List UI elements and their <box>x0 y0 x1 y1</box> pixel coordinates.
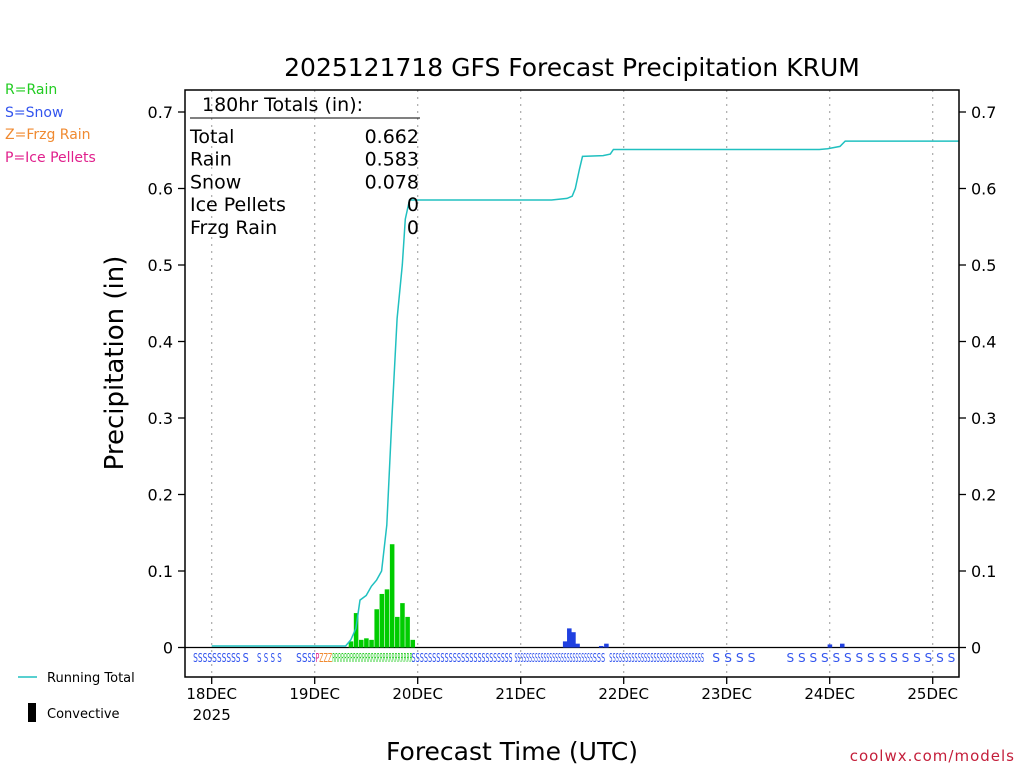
x-tick-label-18dec: 18DEC <box>186 685 237 703</box>
ptype-strip: SSSSSSSSSS S S S S S SSSSPZZZRRRRRRRRRRRRRR… <box>193 651 955 665</box>
y-tick-label-right: 0.4 <box>971 333 996 352</box>
y-tick-label-left: 0.7 <box>148 103 173 122</box>
ptype-legend: R=Rain S=Snow Z=Frzg Rain P=Ice Pellets <box>5 79 96 169</box>
rain-bar <box>348 641 354 648</box>
grid-lines <box>185 90 959 677</box>
y-ticks-left: 0 0.1 0.2 0.3 0.4 0.5 0.6 0.7 <box>148 103 185 658</box>
y-tick-label-right: 0.6 <box>971 180 996 199</box>
rain-bar <box>374 609 379 648</box>
convective-legend-label: Convective <box>47 707 120 722</box>
y-tick-label-right: 0.2 <box>971 486 996 505</box>
ptype-strip-segment: S S S S <box>712 651 755 665</box>
line-legend: Running Total Convective <box>18 671 135 722</box>
totals-rows: Total 0.662 Rain 0.583 Snow 0.078 Ice Pellets 0… <box>189 126 419 239</box>
y-ticks-right: 0 0.1 0.2 0.3 0.4 0.5 0.6 0.7 <box>959 103 996 658</box>
ptype-legend-item: R=Rain <box>5 82 58 98</box>
rain-bar <box>400 603 405 648</box>
totals-label: Rain <box>190 149 232 171</box>
running-total-line <box>211 140 959 647</box>
ptype-strip-segment: RRRRRRRRRRRRRRRRRRRRRRRRRRR <box>332 651 412 665</box>
y-tick-label-right: 0 <box>971 639 981 658</box>
rain-bar <box>395 616 400 648</box>
convective-swatch <box>28 703 36 722</box>
snow-bar <box>575 643 580 648</box>
ptype-legend-item: Z=Frzg Rain <box>5 127 91 143</box>
x-tick-label-20dec: 20DEC <box>392 685 443 703</box>
y-tick-label-right: 0.1 <box>971 562 996 581</box>
totals-label: Frzg Rain <box>190 217 277 239</box>
ptype-legend-item: S=Snow <box>5 104 64 121</box>
y-tick-label-left: 0.1 <box>148 562 173 581</box>
running-total-layer <box>211 140 959 647</box>
rain-bar <box>369 639 374 648</box>
chart-title: 2025121718 GFS Forecast Precipitation KR… <box>284 53 860 82</box>
ptype-strip-segment: SSS <box>593 651 605 665</box>
y-tick-label-left: 0.2 <box>148 486 173 505</box>
rain-bar <box>389 544 395 648</box>
totals-value: 0.583 <box>365 149 419 171</box>
x-ticks: 18DEC 19DEC 20DEC 21DEC 22DEC 23DEC 24DEC 25DEC… <box>186 677 958 724</box>
totals-label: Snow <box>190 171 241 193</box>
y-tick-label-right: 0.3 <box>971 409 996 428</box>
snow-bar <box>598 645 604 648</box>
totals-value: 0.662 <box>365 126 419 148</box>
ptype-strip-segment: SSSSSSSSSSSSSSSSSSSSSSSSSSS <box>515 651 593 665</box>
snow-bar <box>839 643 845 648</box>
totals-value: 0 <box>407 194 419 216</box>
bars-layer <box>348 544 845 648</box>
x-tick-label-23dec: 23DEC <box>701 685 752 703</box>
totals-value: 0 <box>407 217 419 239</box>
x-tick-label-22dec: 22DEC <box>598 685 649 703</box>
ptype-strip-segment: S S S S <box>257 651 282 665</box>
ptype-strip-segment: SSSSSSSSSS <box>193 651 240 665</box>
totals-box: 180hr Totals (in): Total 0.662 Rain 0.583 Sn… <box>189 94 420 239</box>
totals-value: 0.078 <box>365 171 419 193</box>
ptype-strip-segment: SSPZZZ <box>307 651 332 665</box>
snow-bar <box>562 641 568 648</box>
rain-bar <box>364 638 369 648</box>
snow-bar <box>567 628 572 648</box>
rain-bar <box>384 589 390 648</box>
y-tick-label-left: 0.6 <box>148 180 173 199</box>
ptype-strip-segment: S <box>243 651 249 665</box>
ptype-strip-segment: SSSSSSSSSSSSSSSSS <box>412 651 482 665</box>
ptype-legend-item: P=Ice Pellets <box>5 149 96 166</box>
y-tick-label-left: 0.3 <box>148 409 173 428</box>
y-tick-label-left: 0.5 <box>148 256 173 275</box>
credit-text: coolwx.com/models <box>850 747 1015 765</box>
y-tick-label-left: 0 <box>163 639 173 658</box>
x-tick-label-21dec: 21DEC <box>495 685 546 703</box>
y-axis-label: Precipitation (in) <box>100 256 130 471</box>
rain-bar <box>379 593 385 648</box>
totals-label: Ice Pellets <box>190 194 286 216</box>
snow-bar <box>571 632 576 648</box>
rain-bar <box>405 616 410 648</box>
snow-bar <box>604 643 609 648</box>
rain-bar <box>410 639 416 648</box>
ptype-strip-segment: SSSSSSSS <box>482 651 513 665</box>
x-tick-label-25dec: 25DEC <box>907 685 958 703</box>
x-tick-label-19dec: 19DEC <box>289 685 340 703</box>
x-axis-label: Forecast Time (UTC) <box>386 737 638 766</box>
y-tick-label-left: 0.4 <box>148 333 173 352</box>
plot-frame <box>184 89 960 678</box>
totals-label: Total <box>189 126 234 148</box>
rain-bar <box>353 613 359 648</box>
snow-bar <box>827 644 833 648</box>
y-tick-label-right: 0.7 <box>971 103 996 122</box>
totals-header: 180hr Totals (in): <box>202 94 363 116</box>
rain-bar <box>358 639 364 648</box>
ptype-strip-segment: SSSSSSSSSSSSSSSSSSSSSSSSSSSSSS <box>609 651 704 665</box>
ptype-strip-segment: SS <box>296 651 307 665</box>
x-tick-year-label: 2025 <box>193 706 231 724</box>
y-tick-label-right: 0.5 <box>971 256 996 275</box>
ptype-strip-segment: S S S S S S S S S S S S S S S <box>786 651 955 665</box>
x-tick-label-24dec: 24DEC <box>804 685 855 703</box>
running-total-legend-label: Running Total <box>47 671 135 686</box>
